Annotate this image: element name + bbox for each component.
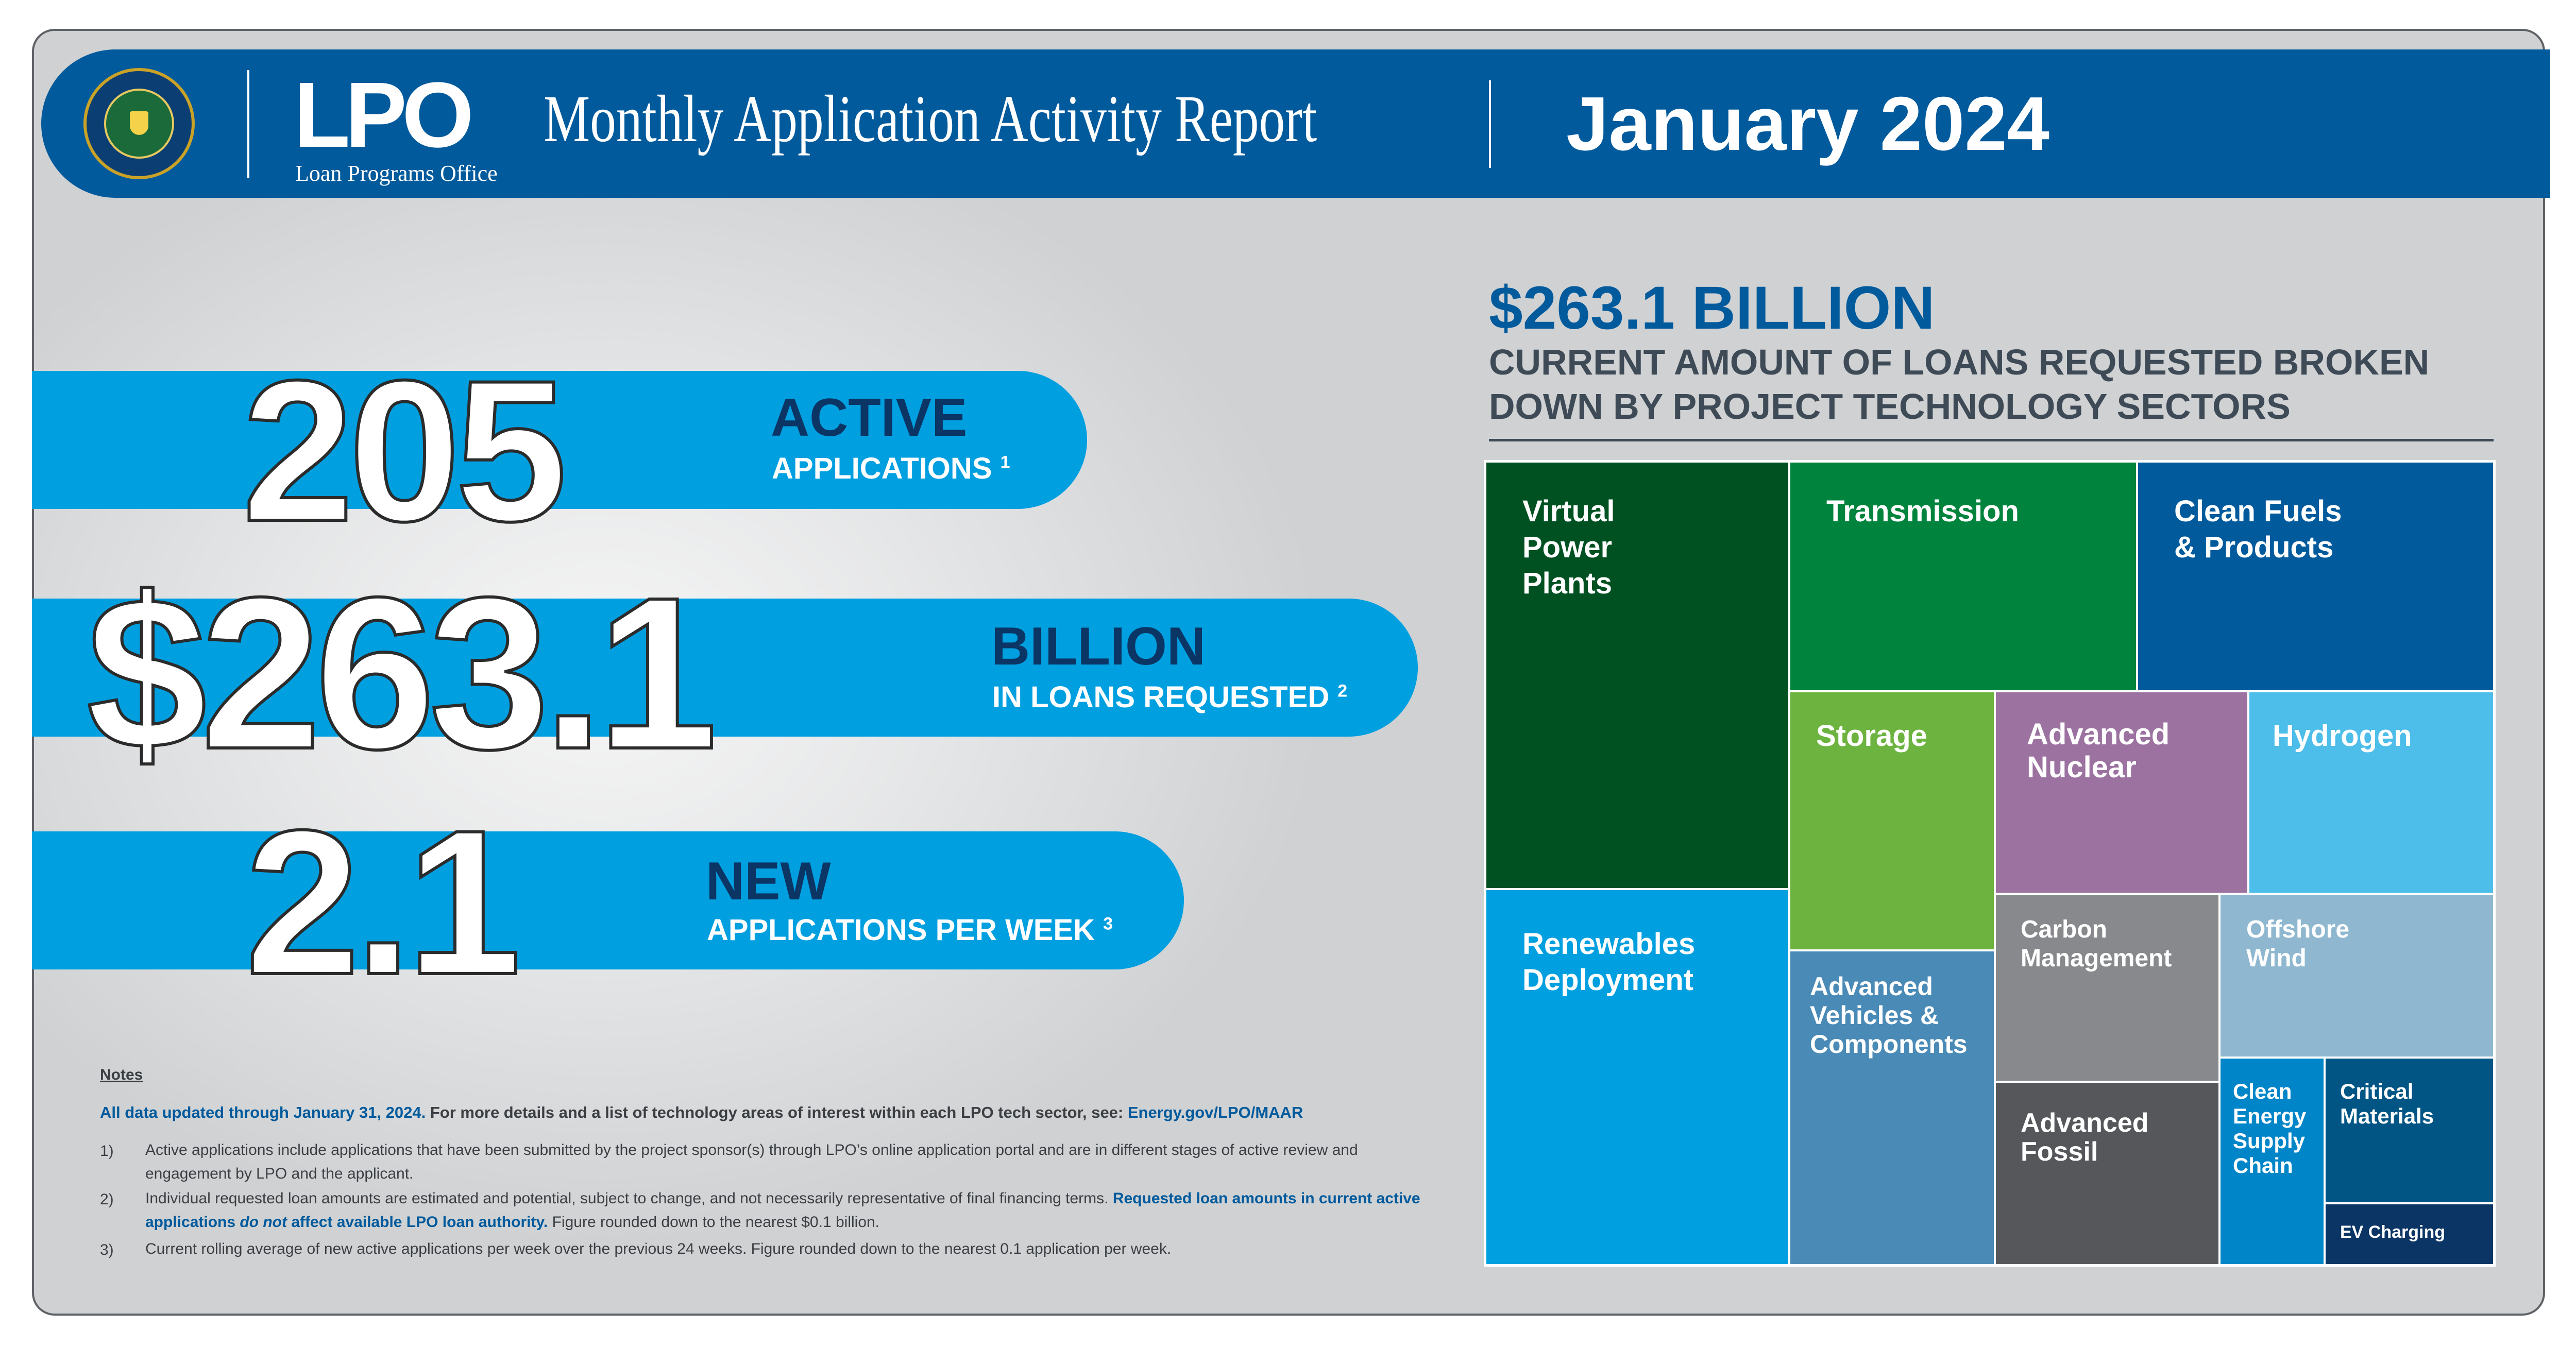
tile-hydrogen: Hydrogen [2249,692,2493,893]
tile-ev-charging: EV Charging [2326,1204,2493,1264]
tile-advanced-vehicles-components: Advanced Vehicles & Components [1790,951,1994,1264]
breakdown-rule [1489,439,2494,441]
tile-offshore-wind: Offshore Wind [2221,895,2493,1057]
new-label: NEW [706,851,831,911]
loans-requested-value: $263.1 [85,553,719,794]
tile-label: EV Charging [2340,1222,2446,1242]
tile-label: Carbon Management [2021,916,2172,972]
tile-label: Storage [1816,719,1927,753]
report-title: Monthly Application Activity Report [544,82,1317,156]
report-date: January 2024 [1566,81,2050,166]
tile-storage: Storage [1790,692,1994,949]
doe-seal-icon [83,68,195,179]
tile-label: Advanced Nuclear [2027,718,2170,784]
tile-transmission: Transmission [1790,463,2136,690]
header-banner: LPO Loan Programs Office Monthly Applica… [41,49,2550,198]
note-text: Individual requested loan amounts are es… [145,1190,1420,1231]
tile-label: Critical Materials [2340,1079,2434,1128]
note-number: 2) [100,1191,114,1208]
loans-label: BILLION [991,617,1206,676]
tile-virtual-power-plants: Virtual Power Plants [1486,463,1788,888]
notes-title: Notes [100,1066,143,1083]
active-label: ACTIVE [771,388,968,448]
stat-bar-new [32,831,1184,969]
new-applications-value: 2.1 [244,787,523,1017]
tile-label: Clean Energy Supply Chain [2233,1079,2307,1178]
header-divider [1489,80,1491,168]
sector-treemap: Virtual Power Plants Renewables Deployme… [1484,460,2496,1267]
lpo-logo: LPO [294,63,474,167]
breakdown-total: $263.1 BILLION [1489,274,1935,342]
new-sublabel: APPLICATIONS PER WEEK 3 [707,913,1113,947]
breakdown-subtitle: CURRENT AMOUNT OF LOANS REQUESTED BROKEN… [1489,342,2430,427]
tile-advanced-fossil: Advanced Fossil [1996,1083,2218,1264]
note-text: Active applications include applications… [145,1141,1358,1182]
note-number: 1) [100,1143,114,1160]
tile-label: Advanced Fossil [2021,1108,2149,1167]
stat-bar-active [32,371,1087,509]
active-applications-value: 205 [241,338,569,563]
tile-label: Advanced Vehicles & Components [1810,972,1968,1059]
tile-clean-fuels-products: Clean Fuels & Products [2138,463,2493,690]
tile-label: Offshore Wind [2246,916,2350,972]
active-sublabel: APPLICATIONS 1 [772,452,1010,485]
maar-link[interactable]: Energy.gov/LPO/MAAR [1127,1103,1303,1121]
notes-lead: All data updated through January 31, 202… [100,1103,1303,1121]
note-number: 3) [100,1241,114,1258]
tile-advanced-nuclear: Advanced Nuclear [1996,692,2247,893]
tile-label: Virtual Power Plants [1522,495,1615,600]
tile-carbon-management: Carbon Management [1996,895,2218,1081]
tile-renewables-deployment: Renewables Deployment [1486,890,1788,1264]
tile-label: Hydrogen [2273,719,2412,753]
note-text: Current rolling average of new active ap… [145,1240,1172,1257]
stat-bar-loans [32,599,1418,737]
header-divider [247,70,249,178]
tile-label: Transmission [1826,495,2019,528]
tile-label: Renewables Deployment [1522,927,1696,997]
tile-label: Clean Fuels & Products [2174,495,2342,564]
tile-critical-materials: Critical Materials [2326,1059,2493,1202]
loans-sublabel: IN LOANS REQUESTED 2 [992,680,1348,714]
lpo-logo-subtitle: Loan Programs Office [295,161,498,186]
tile-clean-energy-supply-chain: Clean Energy Supply Chain [2221,1059,2324,1264]
